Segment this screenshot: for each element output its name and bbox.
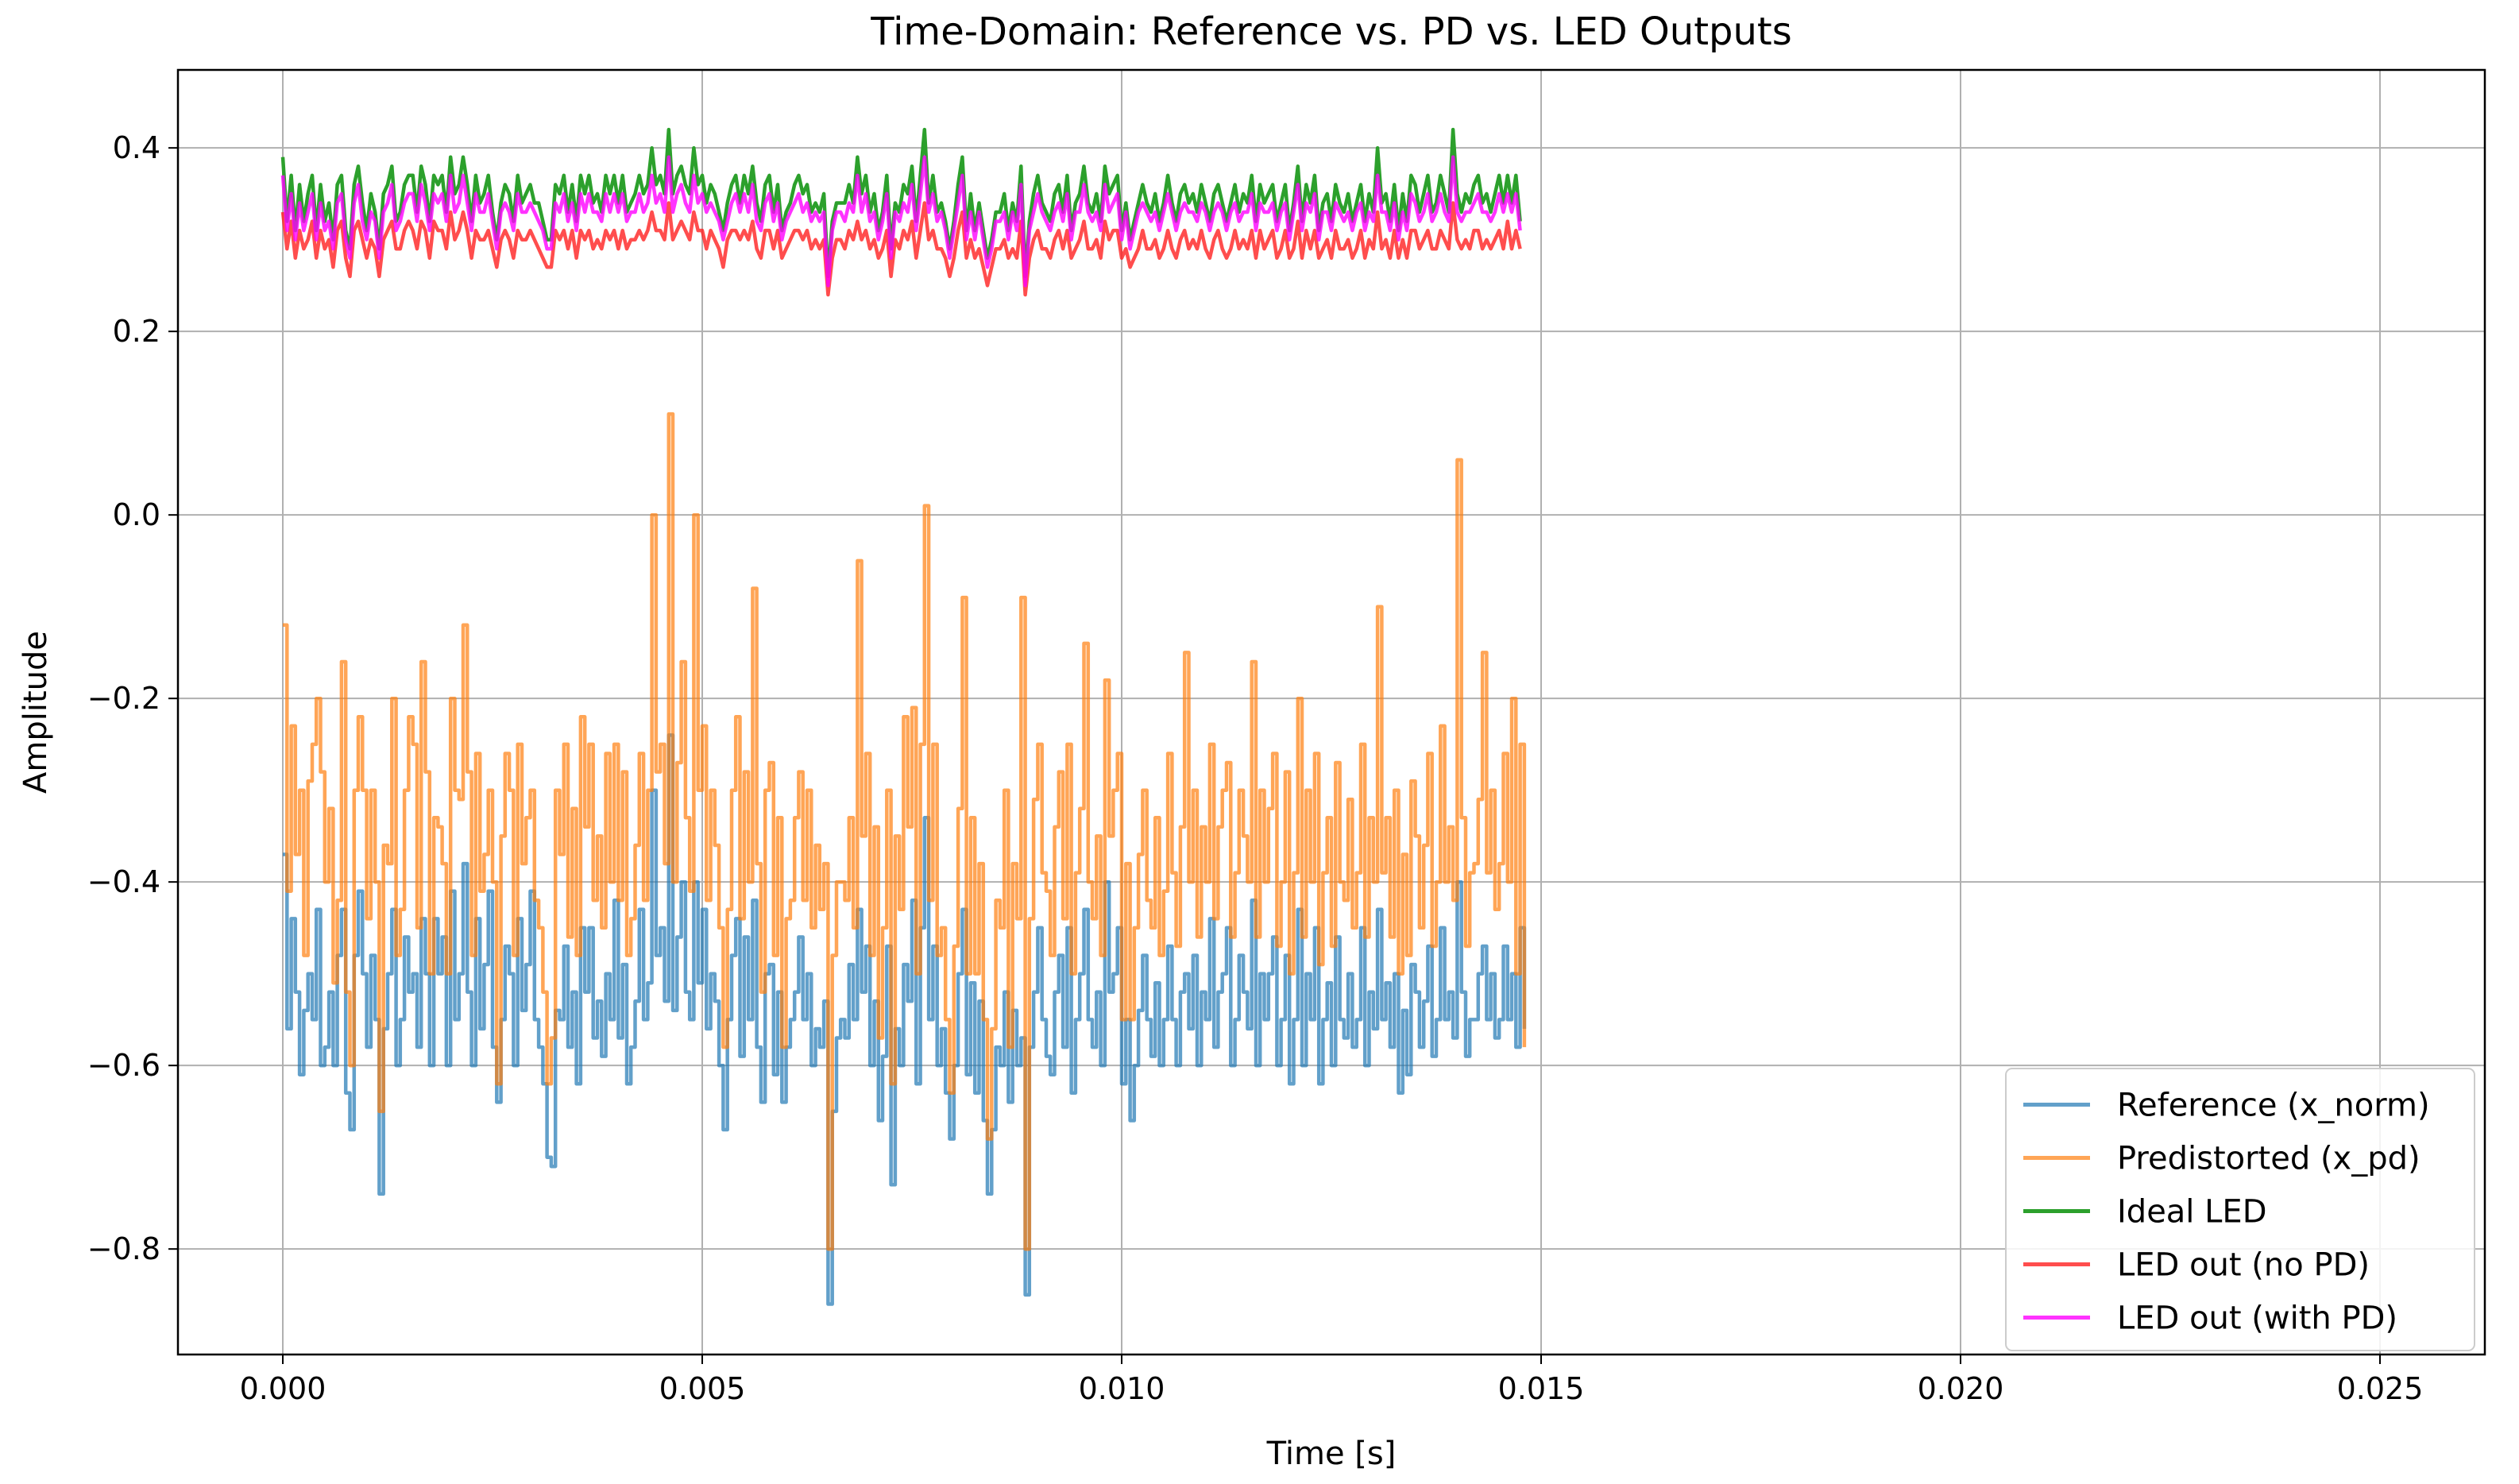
y-tick-label: 0.0 bbox=[113, 497, 160, 532]
x-tick-label: 0.015 bbox=[1498, 1371, 1585, 1406]
series-line-predistorted-x-pd bbox=[283, 412, 1527, 1251]
legend-label-ideal-led: Ideal LED bbox=[2117, 1194, 2267, 1231]
x-tick-label: 0.025 bbox=[2337, 1371, 2424, 1406]
legend-box bbox=[2005, 1068, 2475, 1351]
series-group bbox=[280, 127, 1527, 1306]
y-tick-label: −0.8 bbox=[87, 1231, 160, 1266]
y-tick-label: 0.2 bbox=[113, 314, 160, 349]
y-tick-label: −0.6 bbox=[87, 1048, 160, 1083]
y-tick-label: −0.4 bbox=[87, 864, 160, 899]
x-tick-label: 0.005 bbox=[659, 1371, 746, 1406]
series-line-led-out-no-pd bbox=[280, 201, 1522, 297]
series-line-ideal-led bbox=[280, 127, 1522, 279]
chart-title: Time-Domain: Reference vs. PD vs. LED Ou… bbox=[870, 10, 1792, 54]
x-axis-label: Time [s] bbox=[1266, 1436, 1397, 1472]
x-axis-ticks: 0.000 0.005 0.010 0.015 0.020 0.025 bbox=[240, 1355, 2424, 1406]
legend: Reference (x_norm) Predistorted (x_pd) Ide… bbox=[2005, 1068, 2475, 1351]
y-axis-ticks: 0.4 0.2 0.0 −0.2 −0.4 −0.6 −0.8 bbox=[87, 130, 178, 1266]
y-tick-label: −0.2 bbox=[87, 681, 160, 716]
legend-label-led-out-no-pd: LED out (no PD) bbox=[2117, 1247, 2370, 1284]
series-line-reference-x-norm bbox=[283, 733, 1527, 1306]
legend-label-predistorted-x-pd: Predistorted (x_pd) bbox=[2117, 1141, 2420, 1177]
legend-label-led-out-with-pd: LED out (with PD) bbox=[2117, 1300, 2397, 1337]
x-tick-label: 0.020 bbox=[1918, 1371, 2004, 1406]
y-tick-label: 0.4 bbox=[113, 130, 160, 165]
x-tick-label: 0.010 bbox=[1079, 1371, 1165, 1406]
legend-label-reference-x-norm: Reference (x_norm) bbox=[2117, 1088, 2430, 1124]
plot-frame bbox=[176, 68, 2486, 1356]
x-tick-label: 0.000 bbox=[240, 1371, 326, 1406]
y-axis-label: Amplitude bbox=[17, 631, 54, 794]
series-line-led-out-with-pd bbox=[280, 155, 1522, 288]
